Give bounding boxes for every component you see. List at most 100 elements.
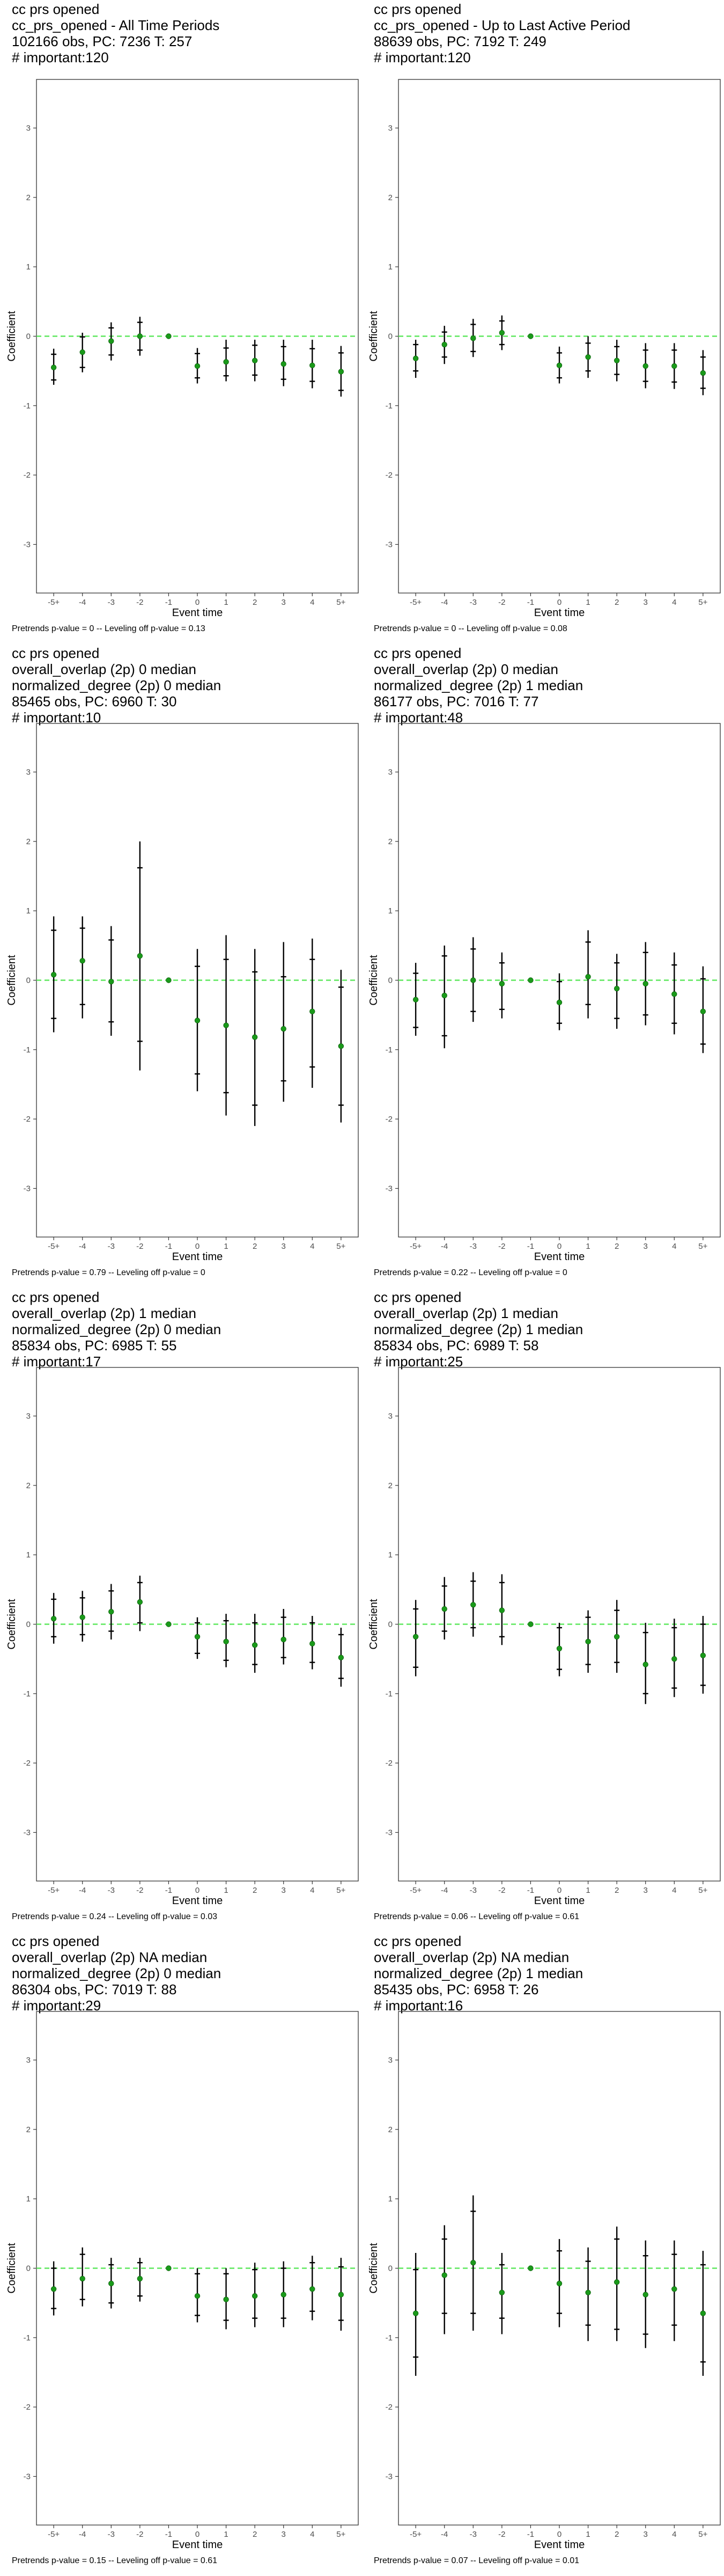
x-tick-label: 5+: [336, 598, 345, 607]
chart-title-line: cc prs opened: [374, 1, 462, 17]
estimate-point: [166, 977, 172, 983]
x-tick-label: 3: [644, 1886, 648, 1895]
chart-title-line: 85465 obs, PC: 6960 T: 30: [12, 693, 177, 709]
chart-title: cc prs opened overall_overlap (2p) 0 medi…: [12, 645, 221, 726]
estimate-point: [79, 2275, 85, 2282]
y-tick-label: 0: [26, 2264, 31, 2273]
x-tick-label: 3: [282, 598, 286, 607]
chart-panel: cc prs opened overall_overlap (2p) 1 medi…: [0, 1288, 362, 1932]
chart-title-line: normalized_degree (2p) 0 median: [12, 1965, 221, 1981]
x-tick-label: -4: [79, 2530, 86, 2539]
estimate-point: [700, 1008, 706, 1014]
y-axis-label: Coefficient: [6, 2243, 18, 2294]
estimate-point: [137, 1599, 143, 1605]
chart-title-line: # important:120: [374, 49, 471, 65]
x-tick-label: -2: [136, 1886, 143, 1895]
y-tick-label: 1: [26, 906, 31, 916]
chart-plot: -3 -2 -1 0 1 2 3 -5+ -4 -3 -2 -1 0 1 2 3 4 5+ Event time Co…: [6, 723, 359, 1263]
estimate-point: [280, 1636, 286, 1643]
estimate-point: [556, 362, 563, 369]
estimate-point: [470, 1602, 476, 1608]
x-tick-label: 2: [615, 1242, 619, 1251]
x-tick-label: 4: [672, 2530, 676, 2539]
x-tick-label: -5+: [410, 2530, 422, 2539]
estimate-point: [642, 1662, 648, 1667]
x-tick-label: -5+: [48, 2530, 60, 2539]
x-tick-label: 0: [557, 2530, 562, 2539]
y-tick-label: 3: [388, 768, 393, 777]
chart-panel: cc prs opened overall_overlap (2p) NA med…: [362, 1932, 724, 2576]
x-tick-label: -3: [470, 2530, 477, 2539]
estimate-point: [412, 2310, 419, 2316]
y-tick-label: 3: [26, 2056, 31, 2065]
estimate-point: [671, 2286, 677, 2292]
x-tick-label: -4: [79, 1886, 86, 1895]
chart-title: cc prs opened overall_overlap (2p) 0 medi…: [374, 645, 583, 726]
x-tick-label: -5+: [410, 598, 422, 607]
x-tick-label: 1: [224, 1886, 228, 1895]
x-tick-label: -4: [79, 1242, 86, 1251]
y-tick-label: 2: [388, 1481, 393, 1490]
estimate-point: [252, 1642, 258, 1648]
estimate-point: [223, 1638, 229, 1645]
x-tick-label: 2: [615, 1886, 619, 1895]
x-tick-label: 1: [586, 2530, 590, 2539]
chart-panel: cc prs opened overall_overlap (2p) 0 medi…: [362, 644, 724, 1288]
x-tick-label: 2: [253, 598, 257, 607]
x-tick-label: -1: [527, 2530, 534, 2539]
x-tick-label: 1: [224, 2530, 228, 2539]
p-value-caption: Pretrends p-value = 0.07 -- Leveling off…: [374, 2556, 580, 2565]
x-tick-label: 0: [557, 1886, 562, 1895]
chart-title-line: # important:29: [12, 1997, 101, 2014]
chart-panel: cc prs opened overall_overlap (2p) NA med…: [0, 1932, 362, 2576]
x-tick-label: -4: [79, 598, 86, 607]
x-axis-label: Event time: [534, 2539, 585, 2551]
x-tick-label: 3: [282, 1886, 286, 1895]
chart-title-line: # important:16: [374, 1997, 463, 2014]
x-axis-label: Event time: [534, 1251, 585, 1263]
y-tick-label: -3: [386, 2472, 393, 2481]
estimate-point: [585, 974, 591, 980]
y-tick-label: 1: [388, 906, 393, 916]
y-tick-label: -2: [386, 1759, 393, 1768]
chart-plot: -3 -2 -1 0 1 2 3 -5+ -4 -3 -2 -1 0 1 2 3 4 5+ Event time Co…: [368, 2011, 721, 2551]
y-axis-label: Coefficient: [6, 311, 18, 362]
estimate-point: [614, 357, 620, 363]
chart-title-line: 85834 obs, PC: 6989 T: 58: [374, 1337, 539, 1353]
x-tick-label: 3: [282, 1242, 286, 1251]
y-tick-label: -2: [24, 471, 31, 480]
estimate-point: [499, 980, 505, 987]
estimate-point: [470, 2259, 476, 2266]
chart-title-line: normalized_degree (2p) 1 median: [374, 1965, 583, 1981]
estimate-point: [252, 2293, 258, 2299]
estimate-point: [470, 335, 476, 341]
x-tick-label: 0: [195, 1886, 200, 1895]
chart-title-line: cc prs opened: [12, 1289, 100, 1305]
estimate-point: [137, 333, 143, 339]
chart-title-line: cc prs opened: [12, 1, 100, 17]
x-tick-label: -1: [165, 1242, 172, 1251]
y-axis-label: Coefficient: [6, 1599, 18, 1650]
x-tick-label: 1: [586, 1886, 590, 1895]
chart-plot: -3 -2 -1 0 1 2 3 -5+ -4 -3 -2 -1 0 1 2 3 4 5+ Event time Co…: [6, 1367, 359, 1907]
x-tick-label: -1: [527, 1886, 534, 1895]
chart-title-line: cc_prs_opened - All Time Periods: [12, 17, 220, 33]
x-tick-label: 4: [672, 598, 676, 607]
chart-title-line: 86177 obs, PC: 7016 T: 77: [374, 693, 539, 709]
x-tick-label: 0: [195, 1242, 200, 1251]
x-tick-label: 1: [586, 1242, 590, 1251]
y-tick-label: 0: [388, 332, 393, 341]
y-tick-label: 2: [388, 193, 393, 202]
x-axis-label: Event time: [172, 1895, 223, 1907]
x-tick-label: 2: [615, 598, 619, 607]
x-tick-label: -1: [527, 598, 534, 607]
x-tick-label: 2: [253, 1886, 257, 1895]
x-axis-label: Event time: [172, 1251, 223, 1263]
estimate-point: [338, 369, 344, 375]
y-tick-label: 0: [388, 1620, 393, 1629]
x-tick-label: 5+: [336, 1886, 345, 1895]
chart-panel: cc prs opened cc_prs_opened - Up to Last …: [362, 0, 724, 644]
x-tick-label: 3: [644, 1242, 648, 1251]
estimate-point: [642, 2292, 648, 2297]
estimate-point: [671, 991, 677, 997]
